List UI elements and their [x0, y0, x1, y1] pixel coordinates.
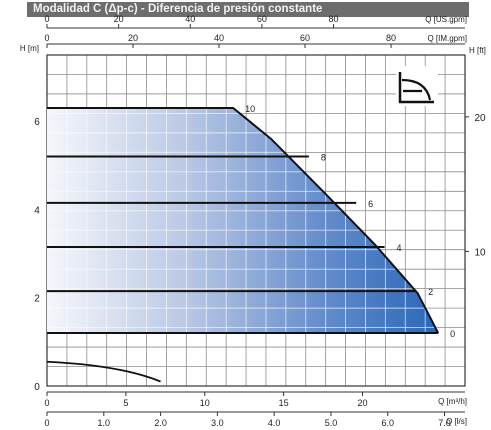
top-secondary-tick-label: 40 — [214, 33, 224, 43]
icon-axes — [398, 72, 434, 104]
series-label-2: 2 — [428, 287, 433, 297]
chart-title-bar: Modalidad C (Δp-c) - Diferencia de presi… — [27, 2, 469, 17]
top-primary-tick-label: 80 — [329, 14, 339, 24]
bottom-primary-tick-label: 5 — [123, 398, 128, 408]
right-tick-label: 10 — [474, 247, 486, 258]
mode-pictogram-icon — [396, 66, 438, 106]
series-label-8: 8 — [321, 153, 326, 163]
top-primary-tick-label: 20 — [114, 14, 124, 24]
series-label-6: 6 — [368, 199, 373, 209]
top-primary-axis-label: Q [US.gpm] — [425, 15, 467, 24]
top-secondary-tick-label: 60 — [300, 33, 310, 43]
left-axis-label: H [m] — [20, 44, 39, 53]
left-tick-label: 6 — [34, 117, 40, 128]
bottom-primary-tick-label: 10 — [200, 398, 210, 408]
series-label-4: 4 — [397, 243, 402, 253]
bottom-primary-tick-label: 20 — [357, 398, 367, 408]
top-primary-tick-label: 40 — [185, 14, 195, 24]
icon-curve — [401, 78, 432, 101]
icon-background — [396, 66, 438, 106]
right-tick-label: 20 — [474, 113, 486, 124]
chart-title: Modalidad C (Δp-c) - Diferencia de presi… — [33, 3, 323, 15]
top-secondary-axis-label: Q [IM.gpm] — [427, 34, 467, 43]
series-label-0: 0 — [450, 329, 455, 339]
top-secondary-tick-label: 0 — [44, 33, 49, 43]
top-secondary-tick-label: 80 — [386, 33, 396, 43]
pump-curves: 10 8 6 4 2 0 — [46, 104, 455, 383]
left-tick-label: 4 — [34, 205, 40, 216]
bottom-secondary-tick-label: 7.0 — [438, 418, 451, 428]
left-tick-label: 2 — [34, 294, 40, 305]
series-label-10: 10 — [245, 104, 255, 114]
bottom-secondary-tick-label: 3.0 — [211, 418, 224, 428]
bottom-secondary-tick-label: 5.0 — [325, 418, 338, 428]
bottom-secondary-tick-label: 4.0 — [268, 418, 281, 428]
operating-area-fill — [47, 107, 439, 334]
bottom-primary-tick-label: 15 — [279, 398, 289, 408]
left-tick-label: 0 — [34, 382, 40, 393]
bottom-secondary-tick-label: 2.0 — [154, 418, 167, 428]
bottom-primary-axis-label: Q [m³/h] — [438, 397, 467, 406]
top-secondary-tick-label: 20 — [128, 33, 138, 43]
top-primary-tick-label: 0 — [44, 14, 49, 24]
right-axis-label: H [ft] — [469, 46, 486, 55]
bottom-secondary-tick-label: 0 — [44, 418, 49, 428]
bottom-secondary-tick-label: 6.0 — [382, 418, 395, 428]
bottom-primary-tick-label: 0 — [44, 398, 49, 408]
bottom-secondary-axis-label: Q [l/s] — [446, 417, 467, 426]
min-curve — [46, 360, 161, 383]
top-primary-tick-label: 60 — [257, 14, 267, 24]
bottom-secondary-tick-label: 1.0 — [98, 418, 111, 428]
